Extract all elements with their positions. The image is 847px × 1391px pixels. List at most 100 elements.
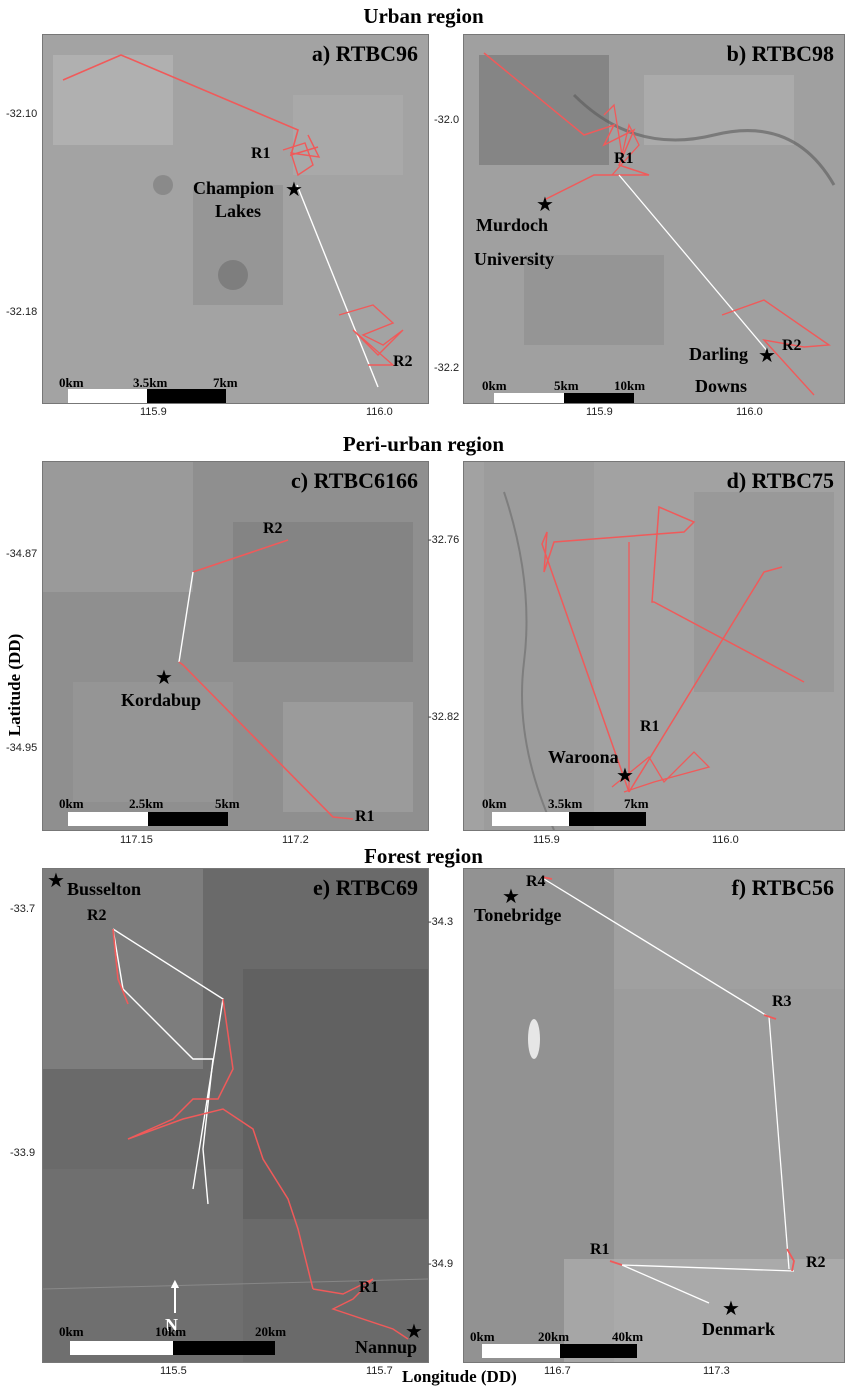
section-title-peri-urban: Peri-urban region — [342, 432, 505, 456]
y-tick-f-2: -34.9 — [428, 1258, 454, 1270]
place-label-nannup: Nannup — [355, 1337, 418, 1357]
panel-a-label: a) RTBC96 — [311, 41, 418, 66]
place-label-murdoch: Murdoch — [476, 215, 548, 235]
site-label-a-r2: R2 — [393, 353, 413, 370]
place-label-denmark: Denmark — [702, 1319, 775, 1339]
x-tick-a-2: 116.0 — [366, 406, 393, 418]
map-f-canvas — [464, 869, 844, 1362]
x-tick-d-1: 115.9 — [533, 834, 560, 846]
map-c-canvas — [43, 462, 428, 830]
scale-label-0: 0km — [59, 1324, 84, 1339]
site-label-f-r3: R3 — [772, 993, 792, 1010]
scale-label-0: 0km — [59, 796, 84, 811]
scale-label-max: 20km — [255, 1324, 287, 1339]
star-icon: ★ — [47, 870, 65, 892]
x-tick-d-2: 116.0 — [712, 834, 739, 846]
scale-bar — [492, 812, 646, 826]
place-label-kordabup: Kordabup — [121, 690, 202, 710]
x-tick-f-2: 117.3 — [703, 1365, 730, 1377]
x-tick-e-2: 115.7 — [366, 1365, 393, 1377]
star-icon: ★ — [616, 765, 634, 787]
scale-label-mid: 3.5km — [548, 796, 583, 811]
map-panel-d: d) RTBC75 R1 ★ Waroona 0km 3.5km 7km — [463, 461, 845, 831]
site-label-c-r2: R2 — [263, 520, 283, 537]
scale-label-max: 10km — [614, 378, 646, 393]
site-label-a-r1: R1 — [251, 145, 271, 162]
y-tick-a-1: -32.10 — [6, 108, 38, 120]
map-panel-f: f) RTBC56 R4 ★ Tonebridge R3 R1 R2 ★ Den… — [463, 868, 845, 1363]
section-title-urban: Urban region — [363, 4, 484, 28]
site-label-f-r1: R1 — [590, 1241, 610, 1258]
scale-bar — [482, 1344, 637, 1358]
site-label-e-r1: R1 — [359, 1279, 379, 1296]
scale-label-mid: 10km — [155, 1324, 187, 1339]
site-label-f-r4: R4 — [526, 873, 546, 890]
panel-c-label: c) RTBC6166 — [291, 468, 418, 493]
place-label-tonebridge: Tonebridge — [474, 905, 562, 925]
x-tick-e-1: 115.5 — [160, 1365, 187, 1377]
x-tick-c-2: 117.2 — [282, 834, 309, 846]
scale-label-mid: 20km — [538, 1329, 570, 1344]
panel-b-label: b) RTBC98 — [726, 41, 834, 66]
x-tick-c-1: 117.15 — [120, 834, 153, 846]
star-icon: ★ — [155, 667, 173, 689]
map-panel-e: e) RTBC69 ★ Busselton R2 R1 ▲ N ★ Nannup… — [42, 868, 429, 1363]
north-label: N — [165, 1315, 178, 1335]
map-panel-a: a) RTBC96 R1 R2 ★ Champion Lakes 0km 3.5… — [42, 34, 429, 404]
y-tick-c-2: -34.95 — [6, 742, 38, 754]
scale-label-mid: 2.5km — [129, 796, 164, 811]
star-icon: ★ — [285, 179, 303, 201]
map-d-canvas — [464, 462, 844, 830]
scale-label-max: 40km — [612, 1329, 644, 1344]
scale-label-max: 7km — [213, 375, 238, 390]
y-tick-b-1: -32.0 — [434, 114, 460, 126]
y-tick-d-2: -32.82 — [428, 711, 460, 723]
y-tick-a-2: -32.18 — [6, 306, 38, 318]
y-tick-e-2: -33.9 — [10, 1147, 36, 1159]
scale-label-0: 0km — [482, 796, 507, 811]
y-tick-d-1: -32.76 — [428, 534, 460, 546]
x-tick-b-1: 115.9 — [586, 406, 613, 418]
star-icon: ★ — [502, 886, 520, 908]
place-label-waroona: Waroona — [548, 747, 619, 767]
place-label-downs: Downs — [695, 376, 748, 396]
place-label-lakes: Lakes — [215, 201, 262, 221]
panel-f-label: f) RTBC56 — [731, 875, 834, 900]
x-tick-b-2: 116.0 — [736, 406, 763, 418]
scale-bar — [68, 812, 228, 826]
scale-label-0: 0km — [482, 378, 507, 393]
place-label-champion: Champion — [193, 178, 275, 198]
scale-bar — [68, 389, 226, 403]
site-label-c-r1: R1 — [355, 808, 375, 825]
panel-e-label: e) RTBC69 — [313, 875, 418, 900]
star-icon: ★ — [722, 1298, 740, 1320]
panel-d-label: d) RTBC75 — [726, 468, 834, 493]
scale-bar — [494, 393, 634, 403]
x-tick-a-1: 115.9 — [140, 406, 167, 418]
map-panel-b: b) RTBC98 R1 R2 ★ Murdoch University ★ D… — [463, 34, 845, 404]
site-label-f-r2: R2 — [806, 1254, 826, 1271]
section-title-forest: Forest region — [364, 844, 483, 868]
site-label-b-r2: R2 — [782, 337, 802, 354]
place-label-university: University — [474, 249, 554, 269]
place-label-busselton: Busselton — [67, 879, 142, 899]
map-e-canvas — [43, 869, 428, 1362]
y-tick-e-1: -33.7 — [10, 903, 36, 915]
x-axis-title: Longitude (DD) — [402, 1367, 517, 1386]
place-label-darling: Darling — [689, 344, 749, 364]
map-a-canvas — [43, 35, 428, 403]
scale-label-max: 7km — [624, 796, 649, 811]
scale-label-mid: 3.5km — [133, 375, 168, 390]
site-label-e-r2: R2 — [87, 907, 107, 924]
scale-label-max: 5km — [215, 796, 240, 811]
y-tick-b-2: -32.2 — [434, 362, 460, 374]
star-icon: ★ — [758, 345, 776, 367]
map-b-canvas — [464, 35, 844, 403]
map-panel-c: c) RTBC6166 R2 R1 ★ Kordabup 0km 2.5km 5… — [42, 461, 429, 831]
site-label-b-r1: R1 — [614, 150, 634, 167]
star-icon: ★ — [405, 1321, 423, 1343]
y-tick-f-1: -34.3 — [428, 916, 454, 928]
x-tick-f-1: 116.7 — [544, 1365, 571, 1377]
scale-label-0: 0km — [59, 375, 84, 390]
scale-label-mid: 5km — [554, 378, 579, 393]
